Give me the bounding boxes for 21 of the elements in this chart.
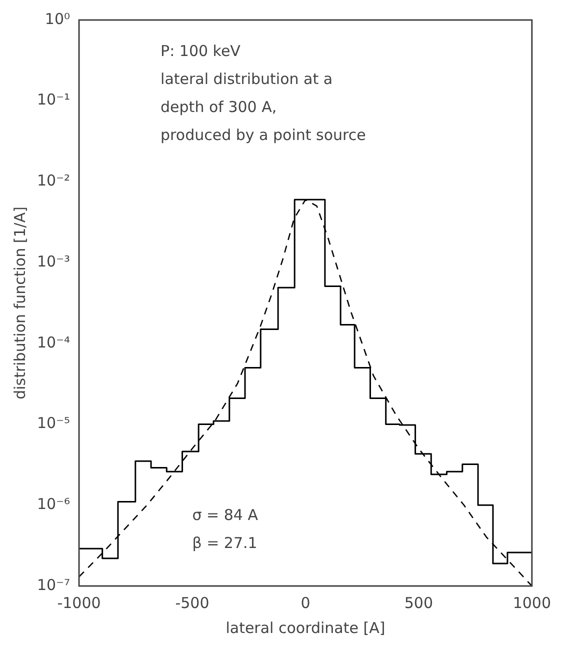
x-tick-label: 0 xyxy=(300,594,310,612)
y-tick-label: 10⁻⁶ xyxy=(36,495,70,514)
x-axis-title: lateral coordinate [A] xyxy=(226,618,386,637)
annotation: β = 27.1 xyxy=(192,534,258,552)
x-tick-label: -1000 xyxy=(57,594,101,612)
y-axis-title: distribution function [1/A] xyxy=(10,206,29,400)
y-tick-label: 10⁻⁷ xyxy=(36,576,70,594)
annotation: P: 100 keV xyxy=(160,42,242,60)
annotation: lateral distribution at a xyxy=(160,70,333,88)
annotation: σ = 84 A xyxy=(192,506,259,524)
x-tick-label: 500 xyxy=(404,594,434,612)
y-tick-label: 10⁻² xyxy=(36,172,70,190)
x-tick-label: 1000 xyxy=(512,594,552,612)
y-tick-label: 10⁻³ xyxy=(36,252,70,270)
y-tick-label: 10⁻⁵ xyxy=(36,414,70,432)
annotation: produced by a point source xyxy=(160,126,366,144)
y-tick-label: 10⁰ xyxy=(44,10,70,28)
y-tick-label: 10⁻⁴ xyxy=(36,333,70,352)
y-tick-label: 10⁻¹ xyxy=(36,90,70,109)
x-tick-label: -500 xyxy=(175,594,210,612)
annotation: depth of 300 A, xyxy=(160,98,277,116)
